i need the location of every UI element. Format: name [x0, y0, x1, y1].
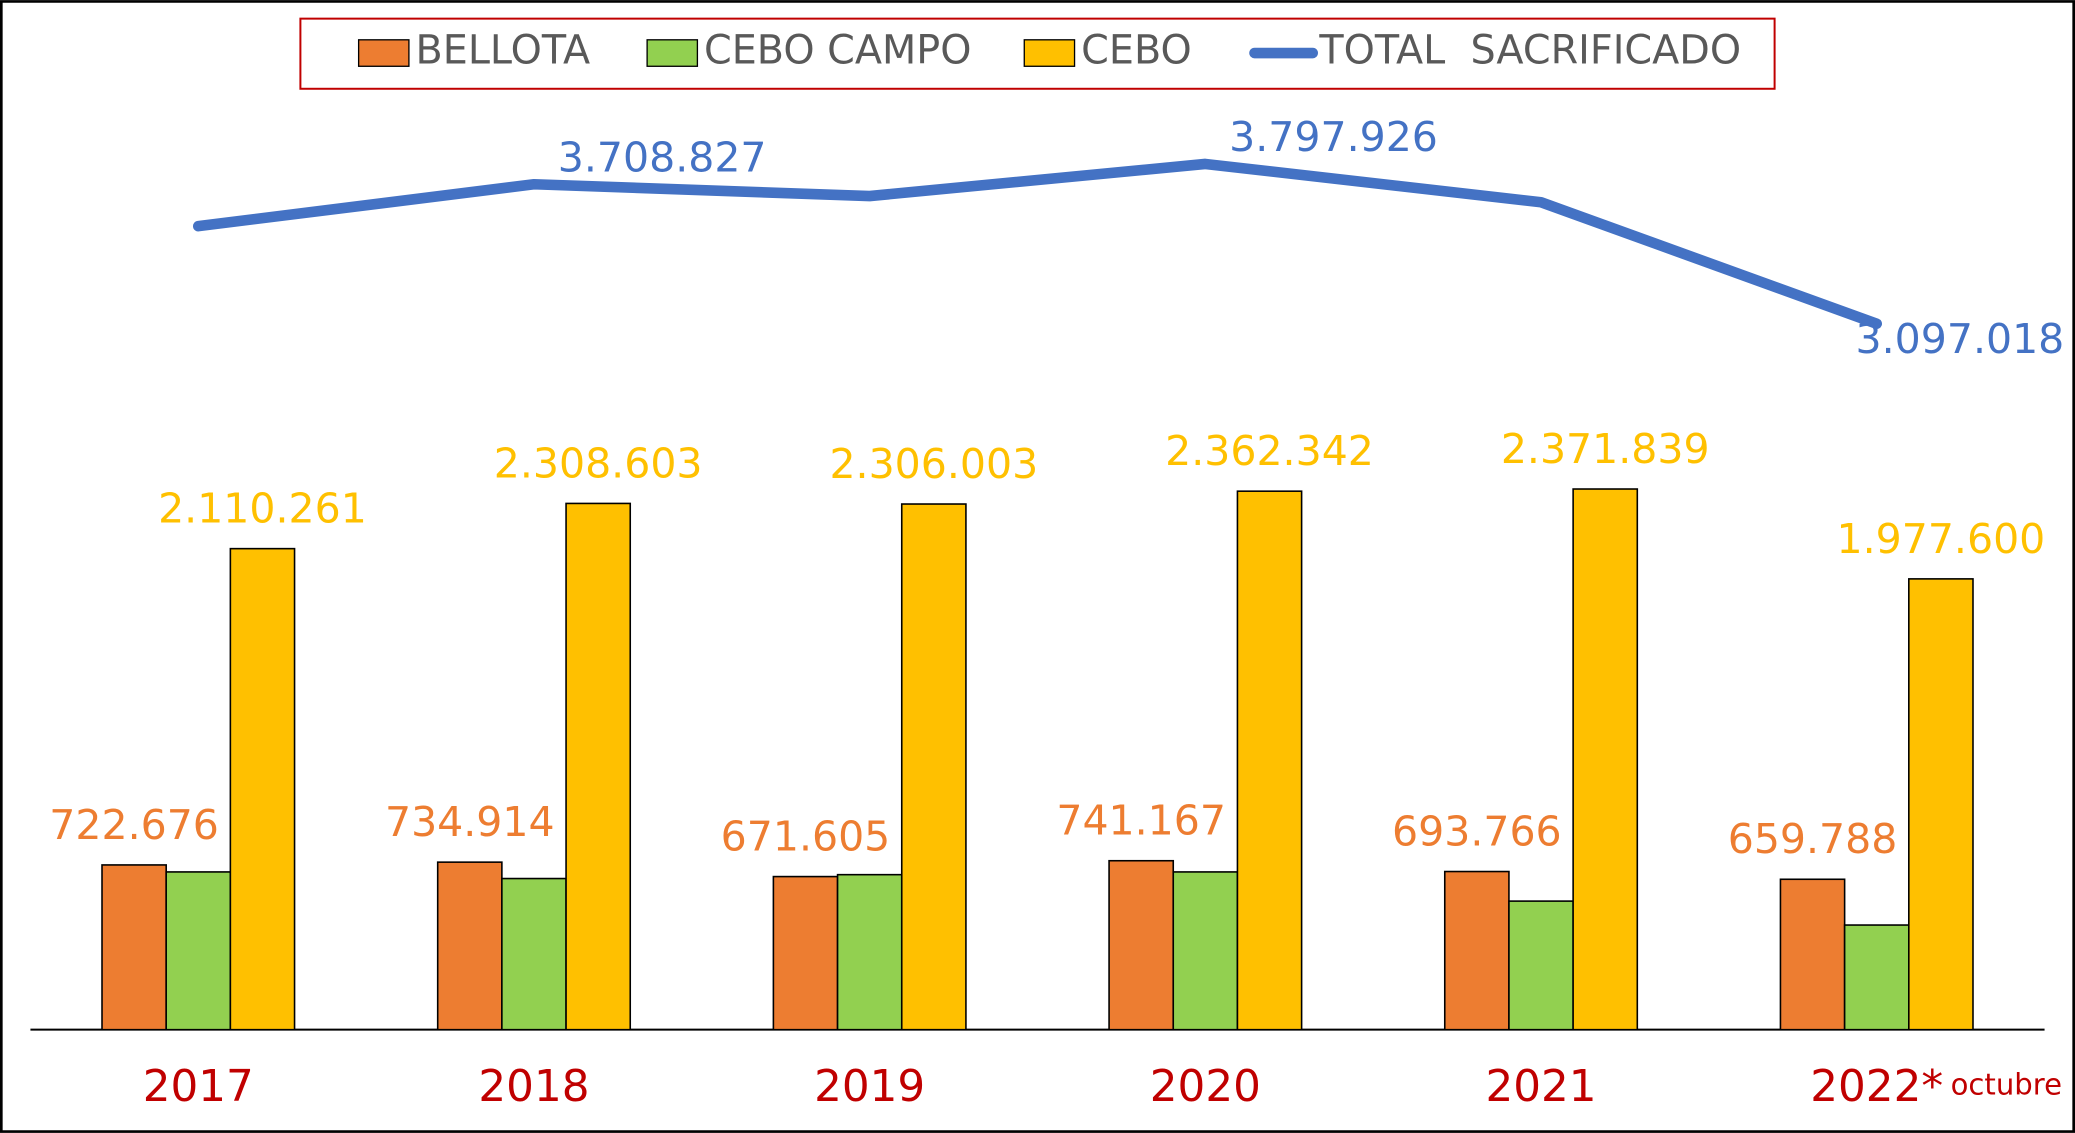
legend-label: BELLOTA	[416, 28, 591, 74]
x-tick-label: 2021	[1485, 1061, 1596, 1112]
bar	[1908, 578, 1974, 1031]
bar	[772, 875, 839, 1031]
legend-swatch	[1023, 39, 1076, 67]
legend-label: CEBO	[1081, 28, 1192, 74]
annotation: octubre	[1951, 1068, 2062, 1102]
data-label: 3.097.018	[1856, 315, 2065, 363]
bar	[101, 864, 167, 1031]
data-label: 3.708.827	[558, 133, 767, 181]
bar	[436, 861, 503, 1031]
bar	[501, 877, 567, 1031]
data-label: 693.766	[1392, 807, 1562, 855]
data-label: 2.371.839	[1501, 425, 1710, 473]
data-label: 3.797.926	[1229, 113, 1438, 161]
bar	[1572, 488, 1639, 1031]
data-label: 1.977.600	[1837, 515, 2046, 563]
bar	[1108, 859, 1175, 1031]
legend-label: TOTAL SACRIFICADO	[1318, 28, 1741, 74]
bar	[836, 873, 903, 1031]
line	[192, 158, 1883, 330]
bar	[229, 547, 296, 1031]
bar	[1172, 871, 1239, 1031]
bar	[165, 871, 232, 1031]
bar	[1443, 870, 1510, 1031]
data-label: 671.605	[721, 813, 891, 861]
legend-box	[299, 17, 1776, 90]
bar	[565, 502, 632, 1031]
data-label: 2.110.261	[158, 485, 367, 533]
bar	[1236, 490, 1303, 1031]
bar	[1508, 900, 1574, 1031]
x-tick-label: 2020	[1150, 1061, 1261, 1112]
data-label: 741.167	[1056, 797, 1226, 845]
data-label: 734.914	[385, 798, 555, 846]
bar	[1843, 924, 1910, 1031]
data-label: 659.788	[1728, 815, 1898, 863]
x-tick-label: 2022*	[1810, 1061, 1943, 1112]
x-tick-label: 2018	[478, 1061, 589, 1112]
legend-swatch	[357, 39, 410, 67]
data-label: 2.362.342	[1165, 427, 1374, 475]
bar	[900, 503, 967, 1031]
x-tick-label: 2017	[143, 1061, 254, 1112]
data-label: 2.308.603	[494, 439, 703, 487]
data-label: 2.306.003	[829, 440, 1038, 488]
data-label: 722.676	[49, 801, 219, 849]
bar	[1779, 878, 1846, 1031]
x-tick-label: 2019	[814, 1061, 925, 1112]
legend-label: CEBO CAMPO	[704, 28, 971, 74]
legend-swatch	[646, 39, 699, 67]
